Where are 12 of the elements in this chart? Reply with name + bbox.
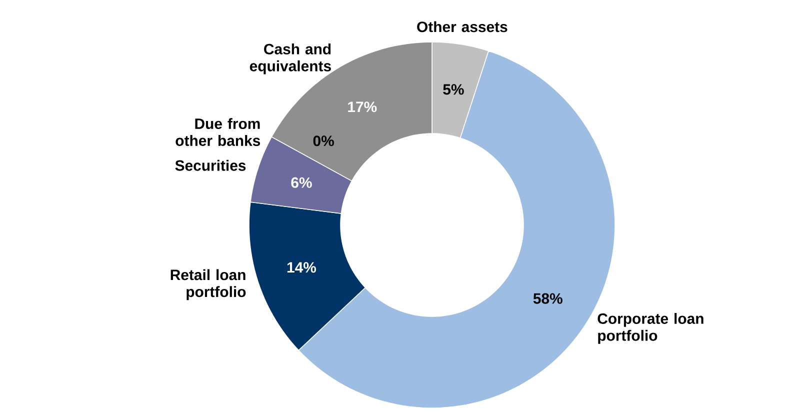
slice-label: Retail loan portfolio: [170, 269, 246, 300]
text: 0%: [313, 136, 334, 146]
data-label: 14%: [287, 262, 316, 273]
slice-label: Other assets: [417, 21, 508, 32]
slice-label: Cash and equivalents: [250, 43, 331, 74]
data-label: 58%: [533, 293, 562, 304]
data-label: 5%: [443, 84, 464, 95]
category-label: Due from other banks: [176, 118, 260, 146]
slice-label: Corporate loan portfolio: [598, 312, 704, 344]
data-label: 17%: [348, 102, 377, 112]
slice-label: Securities: [175, 160, 246, 171]
data-label: 6%: [291, 177, 312, 188]
